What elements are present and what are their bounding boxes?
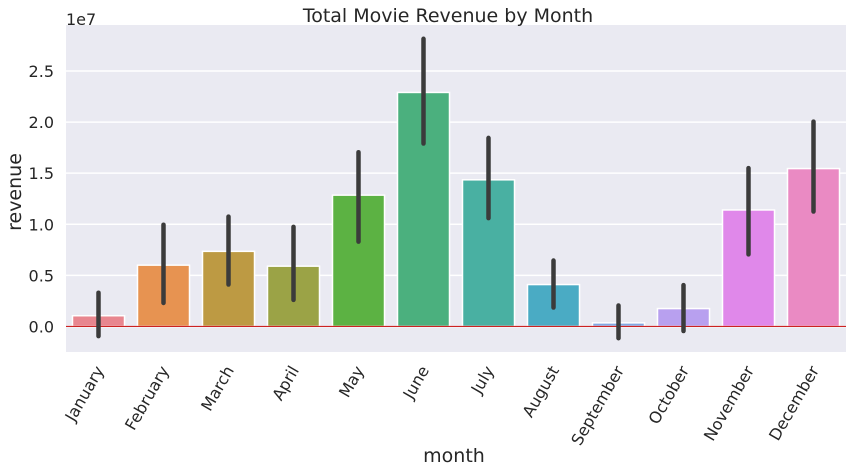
x-tick-labels: January February March April May June July Augu… (61, 362, 823, 448)
y-tick-label: 2.0 (29, 113, 54, 132)
plot-area (66, 25, 846, 352)
y-tick-label: 1.5 (29, 164, 54, 183)
chart-title: Total Movie Revenue by Month (302, 5, 593, 27)
y-scale-exponent: 1e7 (66, 10, 96, 29)
x-tick-label: June (399, 363, 433, 404)
y-tick-label: 1.0 (29, 215, 54, 234)
x-tick-label: January (61, 363, 108, 426)
x-tick-label: March (197, 363, 238, 415)
x-tick-label: February (121, 363, 173, 434)
x-tick-label: December (765, 362, 823, 444)
x-tick-label: August (519, 363, 563, 421)
x-tick-label: May (335, 363, 368, 401)
x-tick-label: October (644, 362, 693, 427)
x-axis-label: month (423, 445, 485, 467)
error-bars (96, 36, 816, 341)
y-tick-label: 0.0 (29, 317, 54, 336)
y-tick-label: 2.5 (29, 62, 54, 81)
y-axis-label: revenue (4, 153, 26, 231)
x-tick-label: September (567, 362, 628, 448)
x-tick-label: April (268, 363, 303, 404)
y-tick-label: 0.5 (29, 266, 54, 285)
x-tick-label: July (467, 363, 498, 398)
y-tick-labels: 0.0 0.5 1.0 1.5 2.0 2.5 (29, 62, 54, 336)
x-tick-label: November (700, 362, 758, 444)
